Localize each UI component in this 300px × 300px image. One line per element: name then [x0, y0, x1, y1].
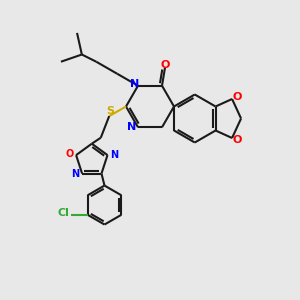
Text: N: N — [130, 79, 139, 89]
Text: Cl: Cl — [57, 208, 69, 218]
Text: N: N — [128, 122, 136, 132]
Text: N: N — [71, 169, 80, 178]
Text: O: O — [66, 148, 74, 159]
Text: O: O — [233, 92, 242, 103]
Text: O: O — [233, 134, 242, 145]
Text: N: N — [110, 150, 118, 160]
Text: S: S — [107, 106, 115, 116]
Text: O: O — [160, 60, 170, 70]
